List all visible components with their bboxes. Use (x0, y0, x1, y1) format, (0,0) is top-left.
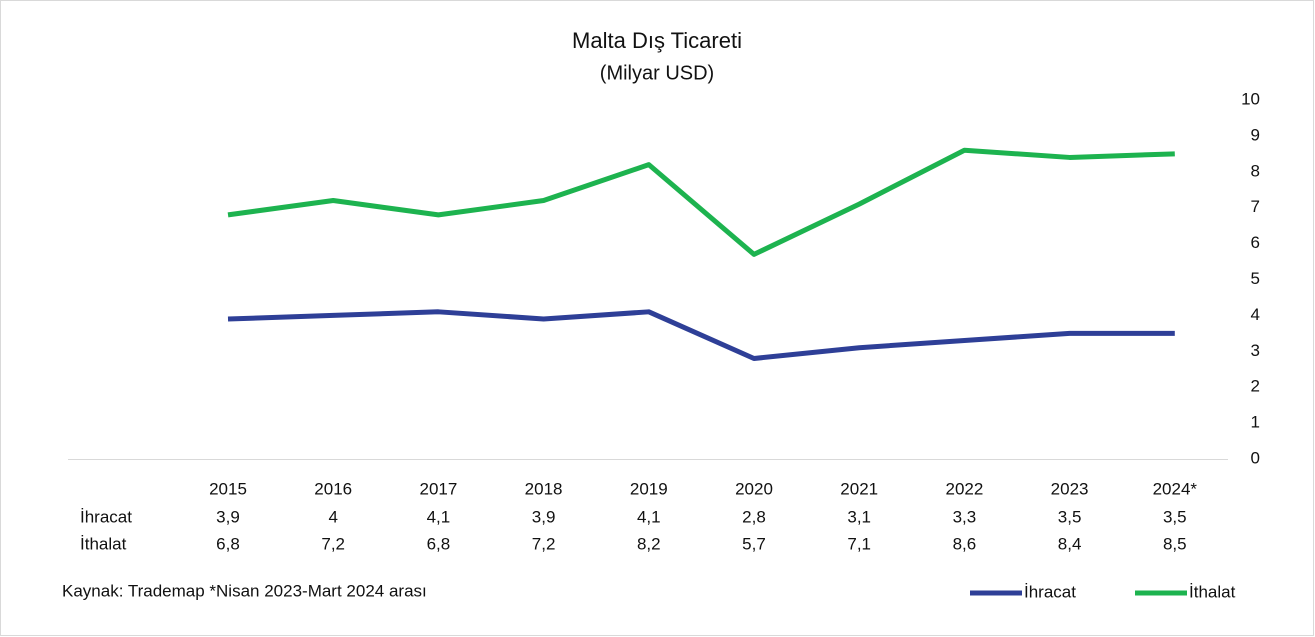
y-tick-label: 9 (1251, 125, 1260, 144)
y-tick-label: 5 (1251, 269, 1260, 288)
table-value: 8,2 (637, 534, 661, 553)
chart-title: Malta Dış Ticareti (572, 28, 742, 53)
table-value: 3,9 (216, 507, 240, 526)
x-tick-label: 2016 (314, 479, 352, 498)
table-value: 5,7 (742, 534, 766, 553)
table-value: 4,1 (637, 507, 661, 526)
y-tick-label: 3 (1251, 341, 1260, 360)
table-row-label: İthalat (80, 534, 127, 553)
table-value: 7,1 (847, 534, 871, 553)
chart-subtitle: (Milyar USD) (600, 62, 714, 84)
table-row-label: İhracat (80, 507, 132, 526)
x-tick-label: 2019 (630, 479, 668, 498)
x-tick-label: 2015 (209, 479, 247, 498)
x-tick-label: 2020 (735, 479, 773, 498)
y-tick-label: 1 (1251, 413, 1260, 432)
x-tick-label: 2021 (840, 479, 878, 498)
y-tick-label: 4 (1251, 305, 1260, 324)
x-tick-label: 2023 (1051, 479, 1089, 498)
table-value: 6,8 (216, 534, 240, 553)
table-value: 2,8 (742, 507, 766, 526)
table-value: 3,5 (1058, 507, 1082, 526)
table-value: 7,2 (532, 534, 556, 553)
y-tick-label: 8 (1251, 161, 1260, 180)
x-tick-label: 2022 (945, 479, 983, 498)
x-tick-label: 2024* (1153, 479, 1198, 498)
table-value: 3,9 (532, 507, 556, 526)
table-value: 4 (328, 507, 337, 526)
series-line (227, 309, 1175, 361)
legend-label: İthalat (1189, 582, 1236, 601)
x-tick-label: 2017 (419, 479, 457, 498)
x-tick-label: 2018 (525, 479, 563, 498)
table-value: 7,2 (321, 534, 345, 553)
y-tick-label: 2 (1251, 377, 1260, 396)
table-value: 4,1 (427, 507, 451, 526)
table-value: 8,6 (953, 534, 977, 553)
y-tick-label: 6 (1251, 233, 1260, 252)
y-tick-label: 0 (1251, 448, 1260, 467)
y-tick-label: 10 (1241, 89, 1260, 108)
table-value: 8,4 (1058, 534, 1082, 553)
table-value: 3,5 (1163, 507, 1187, 526)
series-line (227, 147, 1175, 257)
y-tick-label: 7 (1251, 197, 1260, 216)
table-value: 3,1 (847, 507, 871, 526)
table-value: 3,3 (953, 507, 977, 526)
table-value: 6,8 (427, 534, 451, 553)
source-note: Kaynak: Trademap *Nisan 2023-Mart 2024 a… (62, 581, 427, 600)
legend-label: İhracat (1024, 582, 1076, 601)
table-value: 8,5 (1163, 534, 1187, 553)
